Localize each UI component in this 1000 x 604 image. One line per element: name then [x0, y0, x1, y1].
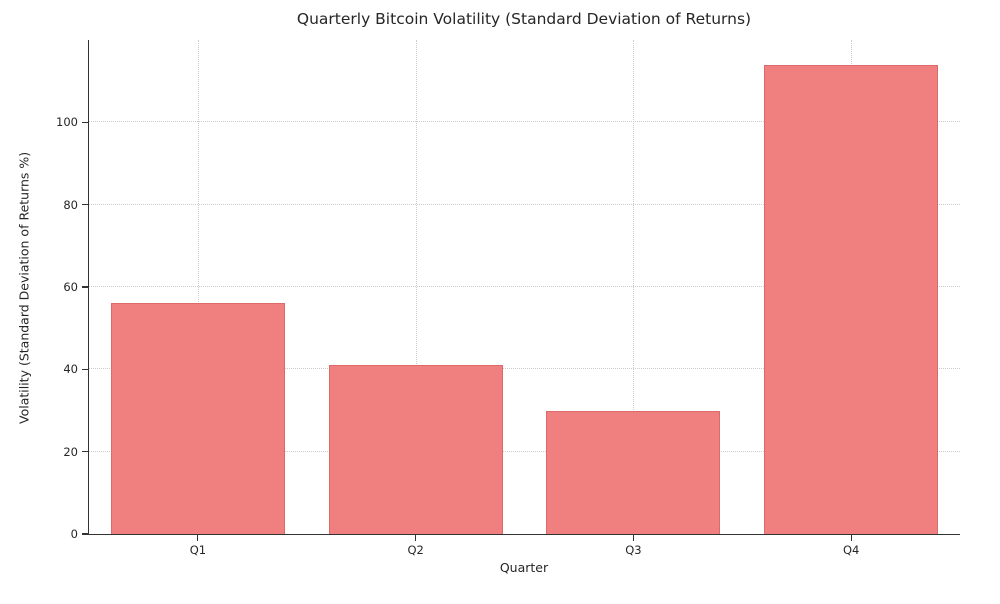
y-axis-label: Volatility (Standard Deviation of Return… [16, 151, 32, 424]
y-tick-label: 20 [63, 444, 78, 459]
y-tick-label: 0 [70, 527, 78, 541]
y-tick-label: 60 [63, 280, 78, 294]
x-axis-label: Quarter [499, 560, 549, 575]
y-axis-tick [82, 533, 88, 535]
vertical-gridline [633, 40, 635, 534]
bar-q3 [546, 410, 721, 534]
chart-title: Quarterly Bitcoin Volatility (Standard D… [296, 10, 752, 28]
bar-q2 [328, 365, 503, 534]
y-tick-label: 80 [63, 197, 78, 212]
x-axis-tick [850, 535, 852, 541]
x-tick-label: Q4 [842, 543, 860, 557]
y-tick-label: 40 [63, 362, 78, 377]
x-tick-label: Q2 [407, 543, 424, 557]
x-tick-label: Q3 [625, 543, 642, 557]
x-axis-tick [415, 535, 417, 541]
horizontal-gridline [89, 368, 960, 370]
y-axis-tick [82, 451, 88, 453]
y-axis-tick [82, 286, 88, 288]
horizontal-gridline [89, 286, 960, 287]
horizontal-gridline [89, 121, 960, 123]
vertical-gridline [415, 40, 417, 534]
y-axis-tick [82, 121, 88, 123]
y-axis-tick [82, 368, 88, 370]
x-axis-tick [632, 535, 634, 541]
x-tick-label: Q1 [189, 543, 207, 557]
bar-q4 [764, 64, 939, 534]
x-axis-tick [197, 535, 199, 541]
bar-q1 [110, 303, 285, 534]
horizontal-gridline [89, 450, 960, 452]
vertical-gridline [197, 40, 199, 534]
y-tick-label: 100 [56, 115, 78, 130]
y-axis-tick [82, 204, 88, 206]
plot-area: 0 20 40 60 80 100 Q1 Q2 Q3 Q4 [56, 40, 960, 557]
horizontal-gridline [89, 203, 960, 205]
